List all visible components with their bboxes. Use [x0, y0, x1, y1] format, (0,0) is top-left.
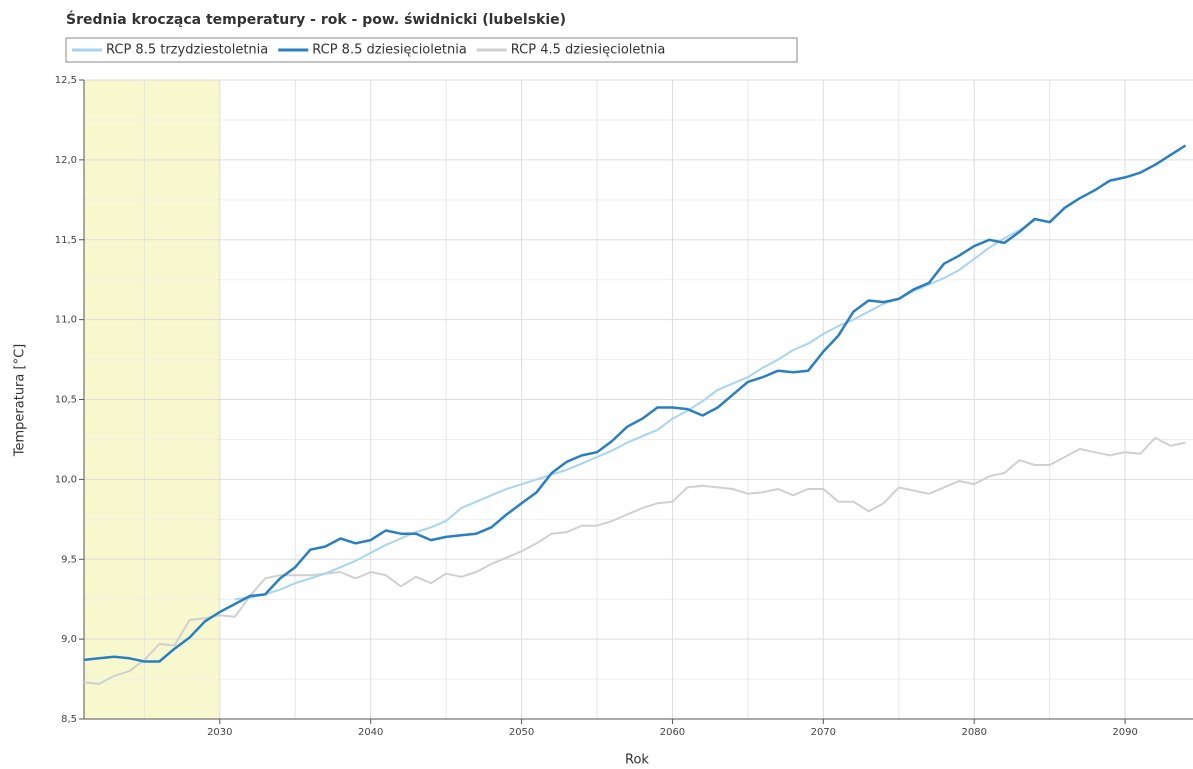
- x-tick-label: 2090: [1112, 727, 1137, 738]
- legend-label: RCP 8.5 dziesięcioletnia: [312, 43, 467, 58]
- x-tick-label: 2050: [509, 727, 534, 738]
- x-axis-label: Rok: [625, 753, 649, 768]
- x-tick-label: 2060: [660, 727, 685, 738]
- legend-label: RCP 8.5 trzydziestoletnia: [106, 43, 268, 58]
- x-tick-label: 2040: [358, 727, 383, 738]
- y-tick-label: 12,5: [55, 75, 77, 86]
- x-tick-label: 2030: [207, 727, 232, 738]
- x-tick-label: 2080: [961, 727, 986, 738]
- x-tick-label: 2070: [811, 727, 836, 738]
- y-tick-label: 10,5: [55, 395, 77, 406]
- y-tick-label: 9,5: [61, 554, 77, 565]
- y-tick-label: 9,0: [61, 634, 77, 645]
- y-tick-label: 8,5: [61, 714, 77, 725]
- chart-title: Średnia krocząca temperatury - rok - pow…: [66, 10, 566, 28]
- y-tick-label: 10,0: [55, 474, 77, 485]
- series-line: [83, 144, 1187, 663]
- y-tick-label: 12,0: [55, 155, 77, 166]
- legend-box: [65, 37, 798, 63]
- y-tick-label: 11,0: [55, 315, 77, 326]
- series-line: [83, 436, 1186, 685]
- legend-label: RCP 4.5 dziesięcioletnia: [511, 43, 666, 58]
- y-axis-label: Temperatura [°C]: [13, 344, 28, 457]
- y-tick-label: 11,5: [55, 235, 77, 246]
